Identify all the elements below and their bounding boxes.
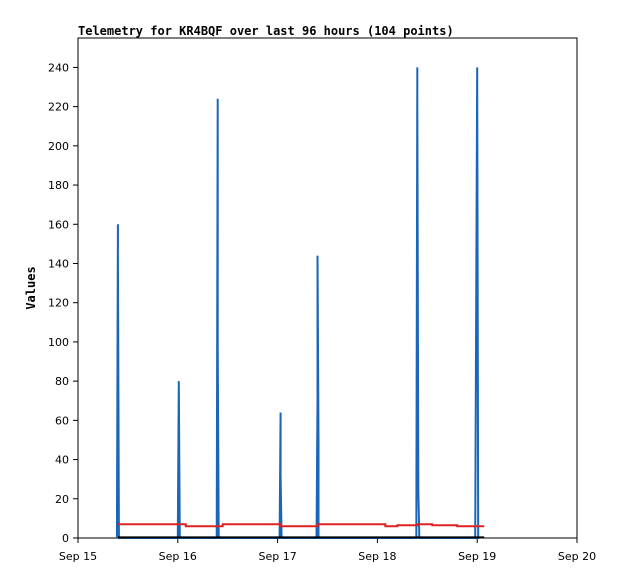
x-tick-label: Sep 20 <box>558 550 596 563</box>
y-tick-label: 220 <box>48 101 69 114</box>
y-tick-label: 140 <box>48 257 69 270</box>
y-tick-label: 100 <box>48 336 69 349</box>
y-axis: 0 20 40 60 80 100 120 140 160 180 200 220 240 <box>48 61 78 545</box>
x-tick-label: Sep 18 <box>358 550 396 563</box>
y-tick-label: 40 <box>55 454 69 467</box>
series-baseline-line <box>117 523 485 528</box>
chart-marks <box>115 67 485 539</box>
x-tick-label: Sep 15 <box>59 550 97 563</box>
y-tick-label: 80 <box>55 375 69 388</box>
y-axis-label: Values <box>24 266 38 309</box>
y-tick-label: 60 <box>55 414 69 427</box>
x-axis: Sep 15 Sep 16 Sep 17 Sep 18 Sep 19 Sep 20 <box>59 538 596 563</box>
x-tick-label: Sep 17 <box>258 550 296 563</box>
x-tick-label: Sep 19 <box>458 550 496 563</box>
chart-title: Telemetry for KR4BQF over last 96 hours … <box>78 24 454 38</box>
y-tick-label: 120 <box>48 297 69 310</box>
y-tick-label: 240 <box>48 61 69 74</box>
y-tick-label: 200 <box>48 140 69 153</box>
y-tick-label: 20 <box>55 493 69 506</box>
plot-frame <box>77 37 578 539</box>
y-tick-label: 160 <box>48 218 69 231</box>
y-tick-label: 180 <box>48 179 69 192</box>
y-tick-label: 0 <box>62 532 69 545</box>
x-tick-label: Sep 16 <box>159 550 197 563</box>
